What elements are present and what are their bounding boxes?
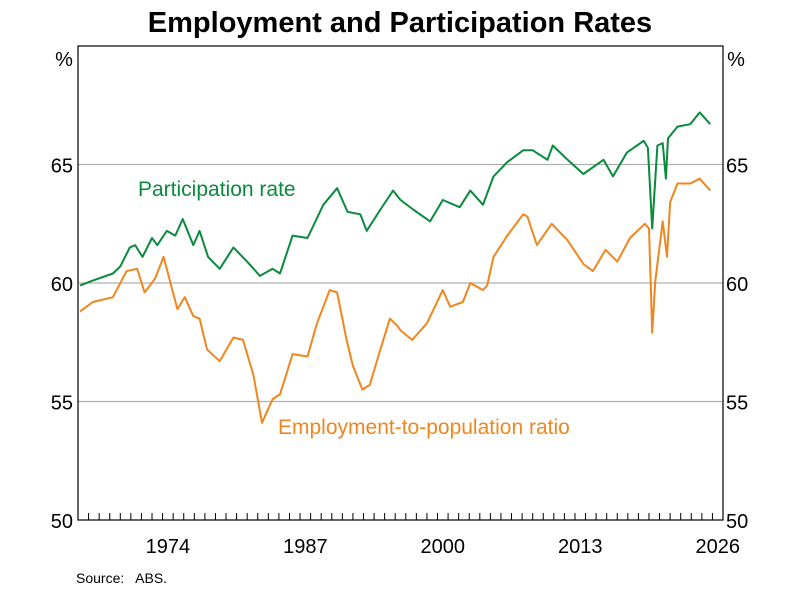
y-tick-label-left: 50 bbox=[51, 511, 73, 533]
series-label-employment: Employment-to-population ratio bbox=[278, 416, 570, 439]
x-tick-label: 2026 bbox=[695, 536, 740, 558]
series-line-0 bbox=[79, 111, 712, 287]
y-axis-unit-right: % bbox=[727, 49, 745, 71]
series-line-1 bbox=[79, 177, 712, 424]
chart-title: Employment and Participation Rates bbox=[148, 7, 652, 39]
y-tick-label-right: 65 bbox=[726, 156, 748, 178]
x-tick-label: 1974 bbox=[146, 536, 191, 558]
plot-frame bbox=[77, 45, 724, 521]
y-tick-label-right: 55 bbox=[726, 393, 748, 415]
series-label-participation: Participation rate bbox=[138, 178, 296, 201]
x-tick-label: 1987 bbox=[283, 536, 328, 558]
x-tick-label: 2000 bbox=[421, 536, 466, 558]
y-tick-label-right: 50 bbox=[726, 511, 748, 533]
y-tick-label-right: 60 bbox=[726, 274, 748, 296]
y-tick-label-left: 65 bbox=[51, 156, 73, 178]
x-tick-label: 2013 bbox=[558, 536, 603, 558]
source-note: Source: ABS. bbox=[76, 570, 167, 586]
y-axis-unit-left: % bbox=[55, 49, 73, 71]
y-tick-label-left: 60 bbox=[51, 274, 73, 296]
y-tick-label-left: 55 bbox=[51, 393, 73, 415]
